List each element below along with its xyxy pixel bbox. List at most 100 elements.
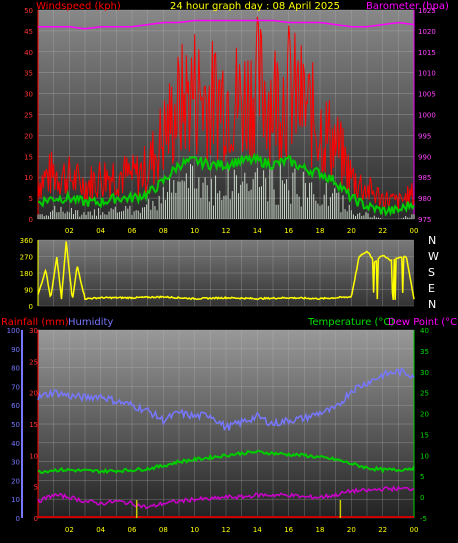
dir-tick-label: 180 [20, 270, 33, 278]
baro-tick-label: 1015 [418, 49, 436, 57]
temp-tick-label: 15 [420, 431, 429, 439]
humidity-tick-label: 80 [11, 365, 20, 373]
compass-w: W [428, 250, 439, 263]
wind-x-tick-label: 14 [253, 227, 262, 235]
lower-x-tick-label: 14 [253, 526, 262, 534]
lower-x-tick-label: 04 [96, 526, 105, 534]
baro-tick-label: 980 [418, 195, 431, 203]
humidity-label: Humidity [68, 317, 113, 328]
wind-tick-label: 10 [24, 174, 33, 182]
barometer-title: Barometer (hpa) [366, 1, 449, 12]
lower-x-tick-label: 10 [190, 526, 199, 534]
humidity-tick-label: 40 [11, 440, 20, 448]
compass-s: S [428, 266, 435, 279]
dir-tick-label: 0 [29, 303, 33, 311]
baro-tick-label: 975 [418, 216, 431, 224]
dir-tick-label: 360 [20, 237, 33, 245]
wind-tick-label: 35 [24, 70, 33, 78]
lower-x-tick-label: 06 [128, 526, 137, 534]
dewpoint-label: Dew Point (°C) [388, 317, 458, 328]
temp-tick-label: -5 [420, 515, 427, 523]
wind-x-tick-label: 20 [347, 227, 356, 235]
barometer-series [38, 19, 415, 30]
baro-tick-label: 1025 [418, 7, 436, 15]
wind-tick-label: 5 [29, 195, 33, 203]
direction-series [37, 241, 415, 301]
rain-tick-label: 30 [29, 327, 38, 335]
windspeed-title: Windspeed (kph) [36, 1, 121, 12]
temp-tick-label: 25 [420, 390, 429, 398]
wind-tick-label: 45 [24, 28, 33, 36]
baro-tick-label: 1010 [418, 70, 436, 78]
baro-tick-label: 1020 [418, 28, 436, 36]
chart-title: 24 hour graph day : 08 April 2025 [170, 1, 340, 12]
wind-x-tick-label: 08 [159, 227, 168, 235]
baro-tick-label: 995 [418, 132, 431, 140]
temp-tick-label: 40 [420, 327, 429, 335]
windspeed-avg-series [37, 152, 415, 217]
temperature-series [37, 449, 415, 475]
wind-x-tick-label: 22 [378, 227, 387, 235]
rain-tick-label: 5 [34, 484, 38, 492]
rain-tick-label: 10 [29, 452, 38, 460]
lower-x-tick-label: 08 [159, 526, 168, 534]
wind-x-tick-label: 12 [222, 227, 231, 235]
wind-x-tick-label: 00 [410, 227, 419, 235]
humidity-series [37, 367, 415, 432]
rainfall-label: Rainfall (mm) [1, 317, 69, 328]
temp-tick-label: 5 [420, 473, 424, 481]
dewpoint-series [37, 485, 415, 510]
temp-tick-label: 35 [420, 348, 429, 356]
wind-tick-label: 50 [24, 7, 33, 15]
humidity-tick-label: 50 [11, 421, 20, 429]
humidity-tick-label: 100 [7, 327, 20, 335]
rain-tick-label: 20 [29, 390, 38, 398]
wind-tick-label: 40 [24, 49, 33, 57]
wind-x-tick-label: 04 [96, 227, 105, 235]
rain-tick-label: 25 [29, 358, 38, 366]
humidity-tick-label: 70 [11, 383, 20, 391]
wind-x-tick-label: 06 [128, 227, 137, 235]
rain-tick-label: 15 [29, 421, 38, 429]
baro-tick-label: 990 [418, 153, 431, 161]
wind-x-tick-label: 18 [316, 227, 325, 235]
temp-tick-label: 30 [420, 369, 429, 377]
lower-x-tick-label: 18 [316, 526, 325, 534]
rain-tick-label: 0 [34, 515, 38, 523]
dir-tick-label: 90 [24, 287, 33, 295]
lower-x-tick-label: 00 [410, 526, 419, 534]
temp-tick-label: 0 [420, 494, 424, 502]
windspeed-series [37, 16, 415, 210]
lower-x-tick-label: 16 [284, 526, 293, 534]
lower-x-tick-label: 22 [378, 526, 387, 534]
wind-tick-label: 30 [24, 91, 33, 99]
humidity-tick-label: 20 [11, 477, 20, 485]
humidity-tick-label: 60 [11, 402, 20, 410]
wind-x-tick-label: 02 [65, 227, 74, 235]
dir-tick-label: 270 [20, 254, 33, 262]
baro-tick-label: 1005 [418, 91, 436, 99]
humidity-tick-label: 10 [11, 496, 20, 504]
wind-tick-label: 20 [24, 132, 33, 140]
wind-x-tick-label: 16 [284, 227, 293, 235]
wind-tick-label: 15 [24, 153, 33, 161]
lower-x-tick-label: 12 [222, 526, 231, 534]
chart-marks [37, 16, 415, 518]
baro-tick-label: 1000 [418, 112, 436, 120]
humidity-tick-label: 30 [11, 459, 20, 467]
temperature-label: Temperature (°C) [307, 317, 394, 328]
wind-x-tick-label: 10 [190, 227, 199, 235]
compass-n-top: N [428, 234, 436, 247]
temp-tick-label: 10 [420, 452, 429, 460]
lower-x-tick-label: 20 [347, 526, 356, 534]
wind-tick-label: 0 [29, 216, 33, 224]
wind-tick-label: 25 [24, 112, 33, 120]
lower-x-tick-label: 02 [65, 526, 74, 534]
compass-e: E [428, 282, 435, 295]
baro-tick-label: 985 [418, 174, 431, 182]
temp-tick-label: 20 [420, 411, 429, 419]
humidity-tick-label: 90 [11, 346, 20, 354]
humidity-tick-label: 0 [16, 515, 20, 523]
